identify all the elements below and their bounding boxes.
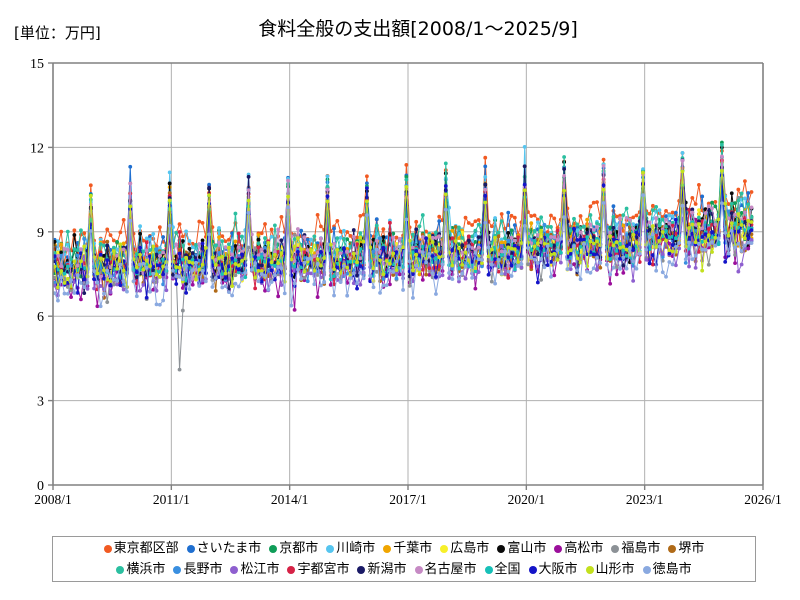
legend-item-川崎市[interactable]: 川崎市: [326, 542, 375, 555]
legend-item-label: 横浜市: [126, 562, 166, 577]
legend-marker-icon: [554, 544, 563, 553]
legend-item-label: さいたま市: [196, 541, 262, 556]
legend-item-東京都区部[interactable]: 東京都区部: [103, 541, 179, 556]
chart-title: 食料全般の支出額[2008/1～2025/9]: [258, 18, 578, 40]
legend-item-label: 長野市: [183, 562, 223, 577]
y-tick-label: 9: [37, 226, 44, 241]
legend-item-label: 全国: [494, 562, 521, 577]
x-tick-label: 2023/1: [626, 492, 664, 507]
legend-item-千葉市[interactable]: 千葉市: [383, 542, 432, 555]
y-tick-label: 15: [30, 57, 44, 72]
chart-legend: 東京都区部 さいたま市 京都市 川崎市 千葉市 広島市 富山市 高松市 福島市 堺市 横浜市 長野市…: [52, 536, 756, 582]
legend-item-全国[interactable]: 全国: [484, 562, 521, 577]
legend-item-京都市[interactable]: 京都市: [269, 542, 318, 555]
y-tick-label: 3: [37, 395, 44, 410]
legend-item-label: 名古屋市: [424, 562, 477, 577]
legend-item-label: 堺市: [678, 541, 705, 556]
legend-marker-icon: [103, 544, 112, 553]
x-tick-label: 2026/1: [744, 492, 782, 507]
legend-item-宇都宮市[interactable]: 宇都宮市: [287, 563, 349, 576]
legend-item-広島市[interactable]: 広島市: [440, 542, 489, 555]
legend-marker-icon: [497, 544, 506, 553]
legend-marker-icon: [287, 565, 296, 574]
legend-item-長野市[interactable]: 長野市: [173, 563, 222, 576]
legend-row-2: 横浜市 長野市 松江市 宇都宮市 新潟市 名古屋市 全国 大阪市 山形市 徳島市: [55, 559, 753, 580]
x-tick-label: 2008/1: [34, 492, 72, 507]
legend-item-堺市[interactable]: 堺市: [668, 542, 704, 555]
legend-marker-icon: [642, 565, 651, 574]
legend-item-福島市[interactable]: 福島市: [611, 542, 660, 555]
legend-item-label: 福島市: [621, 541, 661, 556]
legend-marker-icon: [269, 544, 278, 553]
legend-marker-icon: [528, 565, 537, 574]
legend-marker-icon: [440, 544, 449, 553]
legend-item-label: 東京都区部: [113, 541, 179, 556]
legend-item-label: 山形市: [595, 562, 635, 577]
legend-item-横浜市[interactable]: 横浜市: [116, 563, 165, 576]
legend-marker-icon: [326, 544, 335, 553]
legend-item-label: 宇都宮市: [297, 562, 350, 577]
legend-item-label: 高松市: [564, 541, 604, 556]
legend-item-徳島市[interactable]: 徳島市: [642, 562, 692, 577]
legend-marker-icon: [357, 565, 366, 574]
legend-item-大阪市[interactable]: 大阪市: [528, 562, 578, 577]
legend-item-山形市[interactable]: 山形市: [585, 562, 635, 577]
legend-marker-icon: [585, 565, 594, 574]
legend-item-label: 川崎市: [336, 541, 376, 556]
x-tick-label: 2014/1: [271, 492, 309, 507]
legend-item-名古屋市[interactable]: 名古屋市: [414, 562, 477, 577]
legend-marker-icon: [230, 565, 239, 574]
legend-item-label: 大阪市: [538, 562, 578, 577]
legend-marker-icon: [668, 544, 677, 553]
legend-item-label: 富山市: [507, 541, 547, 556]
legend-marker-icon: [173, 565, 182, 574]
legend-item-高松市[interactable]: 高松市: [554, 542, 603, 555]
legend-item-label: 新潟市: [367, 562, 407, 577]
legend-item-新潟市[interactable]: 新潟市: [357, 562, 407, 577]
series-markers-徳島市: [53, 193, 754, 309]
legend-marker-icon: [383, 544, 392, 553]
legend-item-label: 京都市: [279, 541, 319, 556]
x-tick-label: 2017/1: [389, 492, 427, 507]
x-tick-label: 2020/1: [508, 492, 546, 507]
series-group: [53, 140, 754, 372]
legend-marker-icon: [116, 565, 125, 574]
legend-item-富山市[interactable]: 富山市: [497, 542, 546, 555]
legend-row-1: 東京都区部 さいたま市 京都市 川崎市 千葉市 広島市 富山市 高松市 福島市 堺市: [55, 538, 753, 559]
legend-marker-icon: [611, 544, 620, 553]
legend-marker-icon: [186, 544, 195, 553]
legend-marker-icon: [414, 565, 423, 574]
y-tick-label: 0: [37, 479, 44, 494]
legend-item-松江市[interactable]: 松江市: [230, 563, 279, 576]
x-tick-label: 2011/1: [153, 492, 190, 507]
y-tick-label: 12: [30, 141, 44, 156]
legend-item-label: 徳島市: [652, 562, 692, 577]
legend-item-label: 松江市: [240, 562, 280, 577]
legend-item-label: 千葉市: [393, 541, 433, 556]
legend-item-さいたま市[interactable]: さいたま市: [186, 541, 262, 556]
legend-marker-icon: [484, 565, 493, 574]
y-tick-label: 6: [37, 310, 44, 325]
legend-item-label: 広島市: [450, 541, 490, 556]
unit-label: [単位：万円]: [14, 24, 101, 42]
